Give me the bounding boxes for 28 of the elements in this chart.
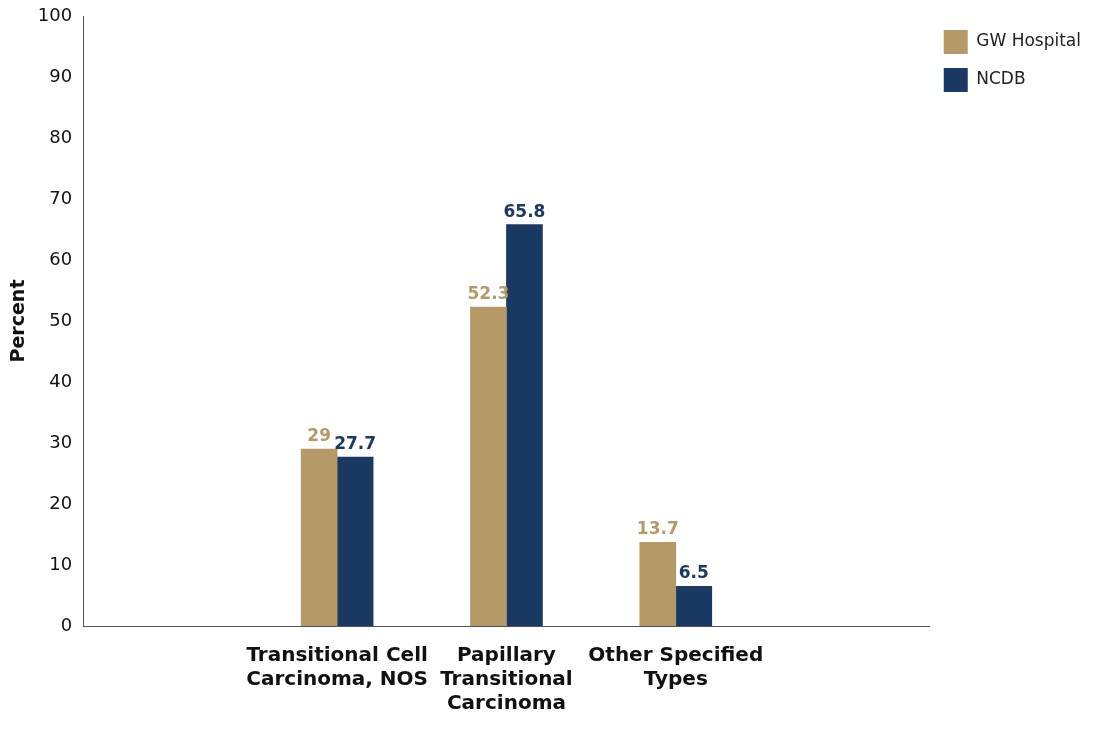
y-axis-title: Percent [6,279,29,363]
y-tick-label: 0 [60,613,73,635]
y-tick-label: 60 [49,247,73,269]
y-tick-label: 90 [49,64,73,86]
bar [300,448,338,626]
bar [675,586,713,626]
y-tick-label: 20 [49,491,73,513]
bar [336,456,374,626]
x-tick-label: Transitional Cell Carcinoma, NOS [246,642,429,691]
data-label: 65.8 [503,200,546,221]
x-tick-label: Papillary Transitional Carcinoma [440,642,573,715]
x-tick-label: Other Specified Types [588,642,764,691]
legend-label: NCDB [976,68,1026,89]
data-label: 6.5 [678,562,709,583]
bar [470,306,507,626]
legend-label: GW Hospital [976,30,1081,51]
data-label: 29 [307,425,331,446]
y-tick-label: 30 [49,430,73,452]
y-tick-label: 40 [49,369,73,391]
data-label: 13.7 [636,518,679,539]
data-label: 27.7 [334,432,377,453]
bar [506,224,543,626]
y-tick-label: 100 [37,3,73,25]
y-tick-label: 50 [49,308,73,330]
bar [639,542,677,626]
y-tick-label: 80 [49,125,73,147]
y-tick-label: 70 [49,186,73,208]
y-tick-label: 10 [49,552,73,574]
